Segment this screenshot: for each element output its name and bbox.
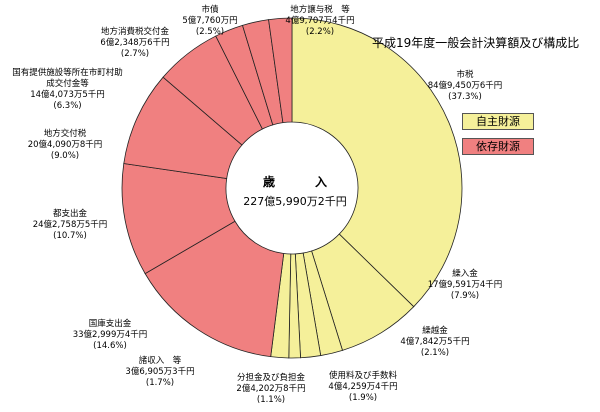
- slice-label-municipal-bonds: 市債 5億7,760万円 (2.5%): [182, 5, 238, 37]
- slice-label-local-consumption-tax-grant: 地方消費税交付金 6億2,348万6千円 (2.7%): [100, 27, 170, 59]
- slice-label-national-facilities-grant: 国有提供施設等所在市町村助 成交付金等 14億4,073万5千円 (6.3%): [12, 68, 123, 111]
- center-label: 歳 入 227億5,990万2千円: [243, 175, 347, 208]
- pie-slice-6: [144, 220, 285, 358]
- pie-slice-12: [268, 17, 293, 124]
- slice-label-transfer-in: 繰入金 17億9,591万4千円 (7.9%): [427, 269, 503, 301]
- slice-label-national-subsidy: 国庫支出金 33億2,999万4千円 (14.6%): [72, 319, 148, 351]
- slice-label-carryover: 繰越金 4億7,842万5千円 (2.1%): [400, 326, 470, 358]
- slice-label-fees: 使用料及び手数料 4億4,259万4千円 (1.9%): [328, 371, 398, 403]
- slice-label-contributions: 分担金及び負担金 2億4,202万8千円 (1.1%): [236, 373, 306, 405]
- slice-label-city-tax: 市税 84億9,450万6千円 (37.3%): [427, 70, 503, 102]
- legend-swatch-0: [462, 113, 534, 130]
- slice-label-prefectural-subsidy: 都支出金 24億2,758万5千円 (10.7%): [32, 209, 108, 241]
- slice-label-local-allocation-tax: 地方交付税 20億4,090万8千円 (9.0%): [27, 129, 103, 161]
- legend-item-own-revenue: 自主財源: [462, 113, 534, 130]
- legend-swatch-1: [462, 138, 534, 155]
- legend-item-dependent-revenue: 依存財源: [462, 138, 534, 155]
- slice-label-local-transfer-tax: 地方譲与税 等 4億9,707万4千円 (2.2%): [285, 5, 355, 37]
- chart-title: 平成19年度一般会計決算額及び構成比: [372, 36, 580, 50]
- slice-label-misc-revenue: 諸収入 等 3億6,905万3千円 (1.7%): [125, 356, 195, 388]
- pie-slice-0: [291, 17, 463, 308]
